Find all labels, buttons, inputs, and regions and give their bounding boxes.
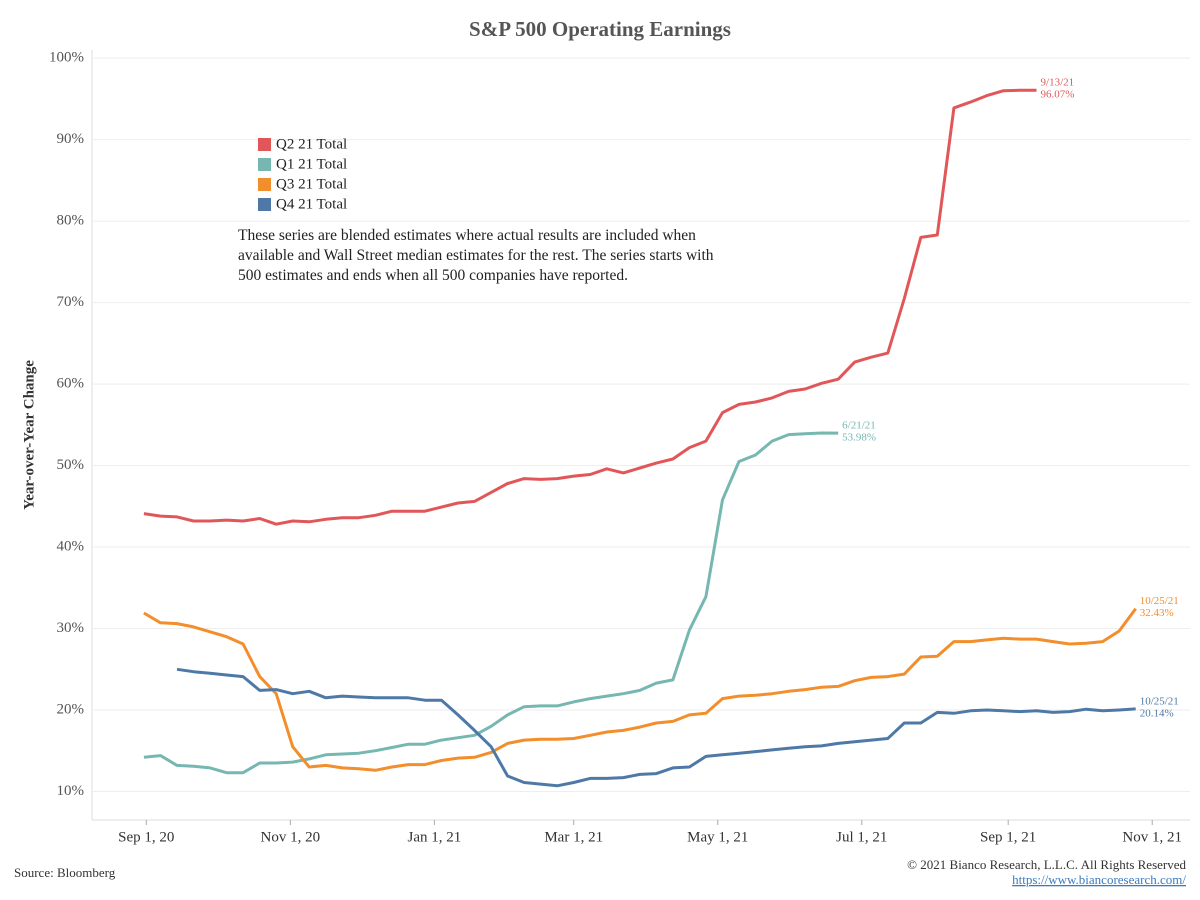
legend-swatch	[258, 158, 271, 171]
series-line	[143, 431, 839, 775]
source: Source: Bloomberg	[14, 865, 116, 880]
x-tick-label: Jan 1, 21	[408, 829, 462, 845]
y-tick-label: 10%	[57, 783, 85, 799]
y-tick-label: 60%	[57, 376, 85, 392]
end-value-label: 20.14%	[1140, 707, 1174, 719]
legend-swatch	[258, 178, 271, 191]
end-value-label: 53.98%	[842, 432, 876, 444]
end-date-label: 10/25/21	[1140, 595, 1179, 607]
series-line	[143, 607, 1137, 772]
legend-label: Q4 21 Total	[276, 196, 347, 212]
end-date-label: 10/25/21	[1140, 695, 1179, 707]
end-date-label: 6/21/21	[842, 420, 876, 432]
url-link[interactable]: https://www.biancoresearch.com/	[1012, 872, 1186, 887]
y-tick-label: 20%	[57, 701, 85, 717]
y-axis-label: Year-over-Year Change	[21, 360, 37, 510]
x-tick-label: Mar 1, 21	[544, 829, 603, 845]
x-tick-label: May 1, 21	[687, 829, 748, 845]
note: These series are blended estimates where…	[238, 227, 714, 284]
y-tick-label: 40%	[57, 538, 85, 554]
y-tick-label: 50%	[57, 457, 85, 473]
legend-label: Q2 21 Total	[276, 136, 347, 152]
y-tick-label: 90%	[57, 131, 85, 147]
legend-label: Q1 21 Total	[276, 156, 347, 172]
series-line	[176, 667, 1136, 788]
y-tick-label: 80%	[57, 213, 85, 229]
y-tick-label: 100%	[49, 50, 84, 66]
series-line	[143, 88, 1037, 526]
y-tick-label: 30%	[57, 620, 85, 636]
x-tick-label: Jul 1, 21	[836, 829, 887, 845]
end-value-label: 32.43%	[1140, 607, 1174, 619]
x-tick-label: Nov 1, 21	[1122, 829, 1182, 845]
x-tick-label: Sep 1, 20	[118, 829, 174, 845]
legend-swatch	[258, 198, 271, 211]
x-tick-label: Nov 1, 20	[261, 829, 321, 845]
legend-swatch	[258, 138, 271, 151]
y-tick-label: 70%	[57, 294, 85, 310]
copyright: © 2021 Bianco Research, L.L.C. All Right…	[907, 857, 1186, 872]
end-date-label: 9/13/21	[1041, 77, 1075, 89]
x-tick-label: Sep 1, 21	[980, 829, 1036, 845]
end-value-label: 96.07%	[1041, 89, 1075, 101]
legend-label: Q3 21 Total	[276, 176, 347, 192]
chart-title: S&P 500 Operating Earnings	[469, 17, 731, 41]
